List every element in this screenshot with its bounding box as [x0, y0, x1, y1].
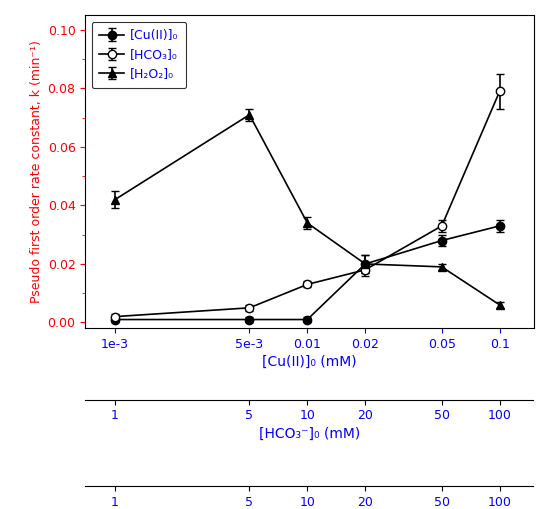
Legend: [Cu(II)]₀, [HCO₃]₀, [H₂O₂]₀: [Cu(II)]₀, [HCO₃]₀, [H₂O₂]₀	[91, 21, 186, 88]
Y-axis label: Pseudo first order rate constant, k (min⁻¹): Pseudo first order rate constant, k (min…	[30, 40, 43, 303]
X-axis label: [Cu(II)]₀ (mM): [Cu(II)]₀ (mM)	[262, 355, 357, 369]
X-axis label: [HCO₃⁻]₀ (mM): [HCO₃⁻]₀ (mM)	[258, 427, 360, 440]
